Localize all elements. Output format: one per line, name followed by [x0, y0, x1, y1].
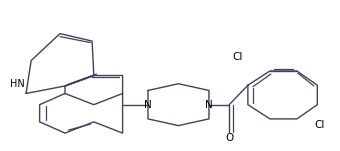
Text: O: O [225, 133, 233, 143]
Text: N: N [205, 100, 213, 110]
Text: Cl: Cl [233, 52, 243, 62]
Text: HN: HN [10, 79, 25, 90]
Text: N: N [144, 100, 152, 110]
Text: Cl: Cl [314, 120, 324, 130]
